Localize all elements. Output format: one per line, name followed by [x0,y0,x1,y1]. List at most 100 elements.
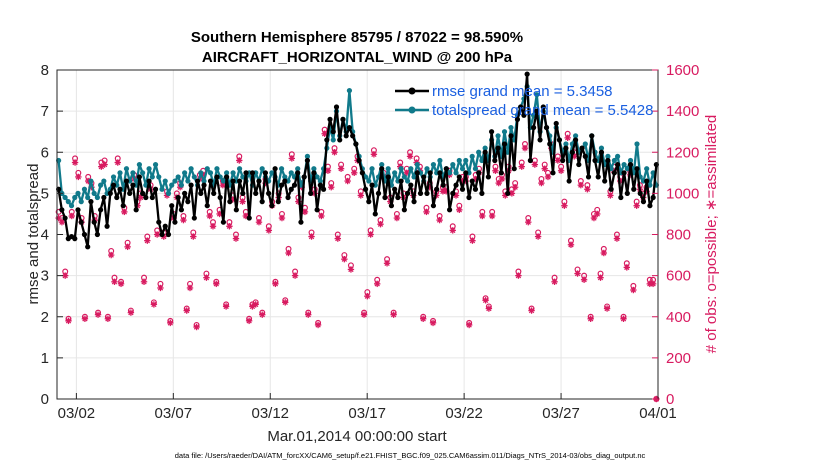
series-point-totalspread [295,166,301,172]
obs-assimilated-marker [597,274,604,281]
obs-assimilated-marker [213,280,220,288]
obs-assimilated-marker [630,286,637,294]
y-right-tick-label: 400 [666,309,691,326]
obs-assimilated-marker [538,179,545,187]
series-point-rmse [211,190,217,196]
series-point-rmse [350,133,356,139]
series-point-rmse [314,207,320,213]
series-point-rmse [585,174,592,180]
series-point-totalspread [366,178,372,184]
y-axis-left-ticks: 0 1 2 3 4 5 6 7 8 [41,62,63,408]
series-point-rmse [240,190,246,196]
series-point-rmse [308,190,314,196]
series-point-rmse [611,170,617,176]
series-point-totalspread [288,170,294,176]
series-point-rmse [560,157,566,164]
x-tick-label: 03/07 [155,405,193,422]
series-point-rmse [388,203,395,209]
obs-assimilated-marker [633,202,640,209]
series-point-rmse [459,186,466,192]
series-point-rmse [182,190,188,196]
obs-assimilated-marker [370,151,378,158]
series-point-totalspread [495,133,501,139]
series-point-rmse [556,137,563,143]
series-point-totalspread [311,166,317,172]
series-point-rmse [582,153,588,159]
series-point-totalspread [101,178,107,184]
obs-assimilated-marker [613,235,621,242]
series-point-rmse [453,182,459,188]
series-point-rmse [440,182,446,188]
obs-assimilated-marker [383,260,391,267]
y-left-tick-label: 2 [41,309,49,326]
series-point-totalspread [191,174,197,180]
obs-assimilated-marker [71,159,79,166]
series-point-totalspread [236,166,243,172]
series-point-totalspread [456,157,462,164]
obs-assimilated-marker [580,276,588,283]
legend-rmse-text: rmse grand mean = 5.3458 [432,83,613,100]
series-point-totalspread [437,157,443,164]
obs-assimilated-marker [259,311,266,318]
series-point-rmse [498,170,504,176]
series-point-totalspread [304,153,311,159]
series-point-totalspread [269,170,275,176]
series-point-rmse [162,223,168,229]
series-point-totalspread [404,178,411,184]
obs-assimilated-marker [528,307,535,314]
series-point-totalspread [582,141,588,147]
series-point-rmse [127,190,133,196]
series-point-rmse [114,194,120,201]
obs-assimilated-marker [406,153,414,160]
obs-assimilated-marker [331,149,338,156]
series-point-rmse [424,190,430,196]
series-point-rmse [152,186,159,192]
series-point-rmse [521,112,527,118]
obs-assimilated-marker [337,165,345,172]
series-point-rmse [450,190,456,196]
series-point-totalspread [230,170,236,176]
series-point-rmse [346,124,353,131]
series-point-rmse [404,190,411,196]
series-point-rmse [175,194,181,201]
series-point-rmse [288,186,294,192]
series-point-totalspread [479,157,485,164]
series-point-rmse [230,178,236,184]
obs-assimilated-marker [334,235,341,242]
series-point-totalspread [78,199,84,205]
series-point-totalspread [81,186,88,192]
series-point-rmse [224,174,230,180]
series-point-totalspread [214,166,220,172]
series-point-rmse [501,141,508,147]
series-point-rmse [178,207,185,213]
obs-assimilated-marker [305,311,312,318]
obs-assimilated-marker [577,181,585,189]
obs-assimilated-marker [239,198,246,205]
series-point-totalspread [385,166,391,172]
series-point-rmse [634,166,640,172]
series-point-rmse [78,219,84,225]
series-point-rmse [266,190,272,196]
x-tick-label: 03/27 [542,405,580,422]
y-left-tick-label: 8 [41,62,49,79]
series-point-rmse [430,203,437,209]
series-point-totalspread [411,174,417,180]
obs-assimilated-marker [75,173,82,181]
series-point-rmse [398,178,404,184]
series-point-rmse [214,174,220,180]
obs-assimilated-marker [127,309,135,316]
series-point-rmse [644,178,650,184]
y-left-tick-label: 0 [41,391,49,408]
x-tick-label: 03/12 [251,405,289,422]
series-point-rmse [120,203,126,209]
series-point-totalspread [563,141,569,147]
series-point-totalspread [117,170,123,176]
series-point-totalspread [346,87,353,94]
obs-assimilated-marker [600,249,608,257]
series-point-rmse [243,170,249,176]
x-axis-label: Mar.01,2014 00:00:00 start [267,428,447,445]
obs-assimilated-marker [485,305,493,312]
series-point-totalspread [188,166,194,172]
obs-assimilated-marker [584,186,591,193]
series-point-rmse [573,137,579,143]
